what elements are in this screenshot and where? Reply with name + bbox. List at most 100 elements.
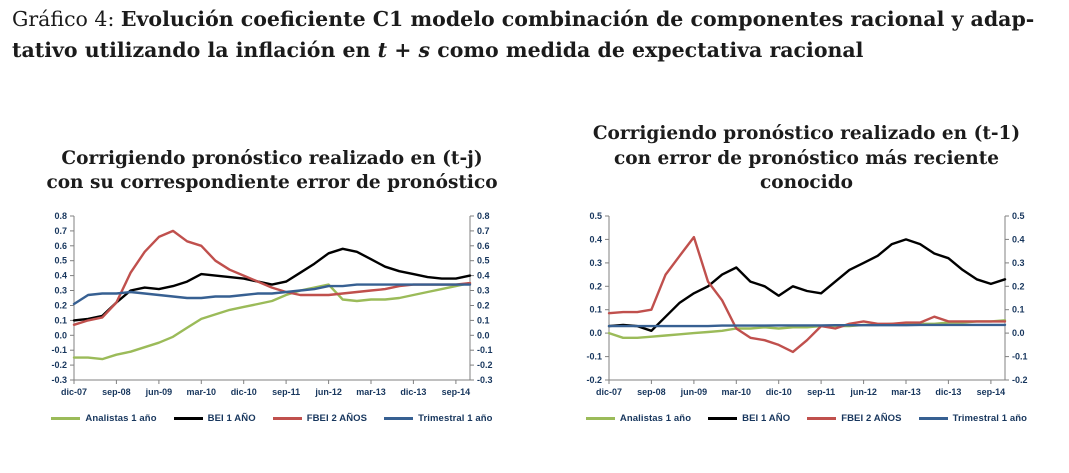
legend-label: BEI 1 AÑO [207, 413, 256, 424]
svg-text:0.5: 0.5 [589, 211, 602, 221]
legend-item: FBEI 2 AÑOS [807, 413, 901, 424]
svg-text:0.3: 0.3 [1012, 258, 1025, 268]
legend-line-swatch [585, 417, 615, 420]
svg-text:sep-08: sep-08 [102, 387, 131, 397]
legend-label: FBEI 2 AÑOS [306, 413, 368, 424]
chart-right-title: Corrigiendo pronóstico realizado en (t-1… [593, 100, 1020, 196]
caption-prefix: Gráfico 4: [12, 7, 121, 31]
legend-line-swatch [807, 417, 837, 420]
legend-item: Analistas 1 año [51, 413, 157, 424]
svg-text:0.0: 0.0 [54, 330, 67, 340]
figure-caption: Gráfico 4: Evolución coeficiente C1 mode… [12, 4, 1058, 66]
svg-text:0.5: 0.5 [477, 256, 490, 266]
svg-text:-0.3: -0.3 [51, 375, 67, 385]
svg-text:0.7: 0.7 [54, 226, 67, 236]
svg-text:0.8: 0.8 [477, 211, 490, 221]
legend-line-swatch [51, 417, 81, 420]
chart-left-plot-area: .tl{font:600 9px "Liberation Sans",sans-… [38, 206, 506, 409]
legend-line-swatch [384, 417, 414, 420]
svg-text:0.1: 0.1 [54, 315, 67, 325]
legend-label: BEI 1 AÑO [742, 413, 791, 424]
chart-left-title-line1: Corrigiendo pronóstico realizado en (t-j… [61, 147, 483, 169]
svg-text:0.8: 0.8 [54, 211, 67, 221]
line-chart-svg: .tl{font:600 9px "Liberation Sans",sans-… [586, 211, 1028, 397]
chart-right-title-line3: conocido [760, 172, 853, 194]
svg-text:mar-10: mar-10 [721, 387, 751, 397]
svg-text:0.2: 0.2 [477, 301, 490, 311]
svg-text:0.0: 0.0 [589, 328, 602, 338]
legend-line-swatch [918, 417, 948, 420]
series-line-0 [72, 281, 472, 361]
svg-text:dic-10: dic-10 [765, 387, 791, 397]
legend-line-swatch [173, 417, 203, 420]
svg-text:0.2: 0.2 [1012, 281, 1025, 291]
svg-text:mar-13: mar-13 [891, 387, 921, 397]
series-line-2 [72, 229, 472, 327]
caption-math-expression: t + s [377, 38, 431, 63]
caption-bold-line2b: como medida de expectativa racional [430, 38, 864, 63]
svg-text:0.2: 0.2 [589, 281, 602, 291]
legend-label: Trimestral 1 año [952, 413, 1028, 424]
caption-bold-line1: Evolución coeficiente C1 modelo combinac… [120, 7, 1035, 31]
svg-text:0.1: 0.1 [477, 315, 490, 325]
svg-text:dic-13: dic-13 [935, 387, 961, 397]
legend-label: Trimestral 1 año [418, 413, 493, 424]
svg-text:jun-12: jun-12 [314, 387, 342, 397]
legend-item: Trimestral 1 año [918, 413, 1028, 424]
caption-bold-line2a: tativo utilizando la inflación en [12, 38, 378, 63]
svg-text:0.5: 0.5 [54, 256, 67, 266]
legend-label: Analistas 1 año [85, 413, 157, 424]
series-line-3 [607, 323, 1006, 328]
svg-text:0.3: 0.3 [54, 286, 67, 296]
svg-text:-0.2: -0.2 [586, 375, 602, 385]
svg-text:-0.1: -0.1 [477, 345, 493, 355]
chart-left-title-line2: con su correspondiente error de pronósti… [46, 172, 498, 194]
svg-text:0.7: 0.7 [477, 226, 490, 236]
svg-text:mar-10: mar-10 [187, 387, 217, 397]
series-line-2 [607, 235, 1006, 354]
svg-text:sep-11: sep-11 [272, 387, 300, 397]
svg-text:0.0: 0.0 [1012, 328, 1025, 338]
svg-text:0.4: 0.4 [477, 271, 490, 281]
svg-text:mar-13: mar-13 [356, 387, 386, 397]
svg-text:0.4: 0.4 [1012, 234, 1025, 244]
chart-left-title: Corrigiendo pronóstico realizado en (t-j… [46, 100, 497, 196]
chart-right-legend: Analistas 1 año BEI 1 AÑO FBEI 2 AÑOS Trime… [585, 413, 1028, 424]
svg-text:dic-07: dic-07 [595, 387, 621, 397]
svg-text:sep-08: sep-08 [637, 387, 666, 397]
svg-text:-0.1: -0.1 [51, 345, 67, 355]
series-line-0 [607, 319, 1006, 340]
svg-text:0.2: 0.2 [54, 301, 67, 311]
line-chart-svg: .tl{font:600 9px "Liberation Sans",sans-… [51, 211, 493, 397]
svg-text:jun-09: jun-09 [679, 387, 707, 397]
svg-text:0.1: 0.1 [1012, 305, 1025, 315]
legend-item: BEI 1 AÑO [173, 413, 256, 424]
svg-text:sep-14: sep-14 [442, 387, 471, 397]
svg-text:-0.2: -0.2 [1012, 375, 1028, 385]
svg-text:0.0: 0.0 [477, 330, 490, 340]
svg-text:0.4: 0.4 [589, 234, 602, 244]
series-line-1 [607, 238, 1006, 333]
chart-left: Corrigiendo pronóstico realizado en (t-j… [0, 100, 544, 424]
svg-text:0.3: 0.3 [589, 258, 602, 268]
charts-row: Corrigiendo pronóstico realizado en (t-j… [0, 100, 1069, 424]
series-line-1 [72, 247, 472, 322]
svg-text:sep-14: sep-14 [976, 387, 1005, 397]
svg-text:jun-09: jun-09 [145, 387, 173, 397]
series-line-3 [72, 283, 472, 306]
svg-text:0.5: 0.5 [1012, 211, 1025, 221]
legend-item: BEI 1 AÑO [708, 413, 790, 424]
svg-text:dic-13: dic-13 [400, 387, 426, 397]
chart-right-title-line2: con error de pronóstico más reciente [613, 147, 1000, 169]
legend-label: FBEI 2 AÑOS [841, 413, 902, 424]
legend-item: Trimestral 1 año [384, 413, 492, 424]
svg-text:dic-10: dic-10 [231, 387, 257, 397]
svg-text:-0.1: -0.1 [586, 352, 602, 362]
legend-line-swatch [708, 417, 738, 420]
svg-text:-0.1: -0.1 [1012, 352, 1028, 362]
chart-right-title-line1: Corrigiendo pronóstico realizado en (t-1… [592, 123, 1021, 145]
svg-text:-0.3: -0.3 [477, 375, 493, 385]
legend-item: Analistas 1 año [585, 413, 692, 424]
chart-right: Corrigiendo pronóstico realizado en (t-1… [544, 100, 1069, 424]
legend-label: Analistas 1 año [619, 413, 692, 424]
